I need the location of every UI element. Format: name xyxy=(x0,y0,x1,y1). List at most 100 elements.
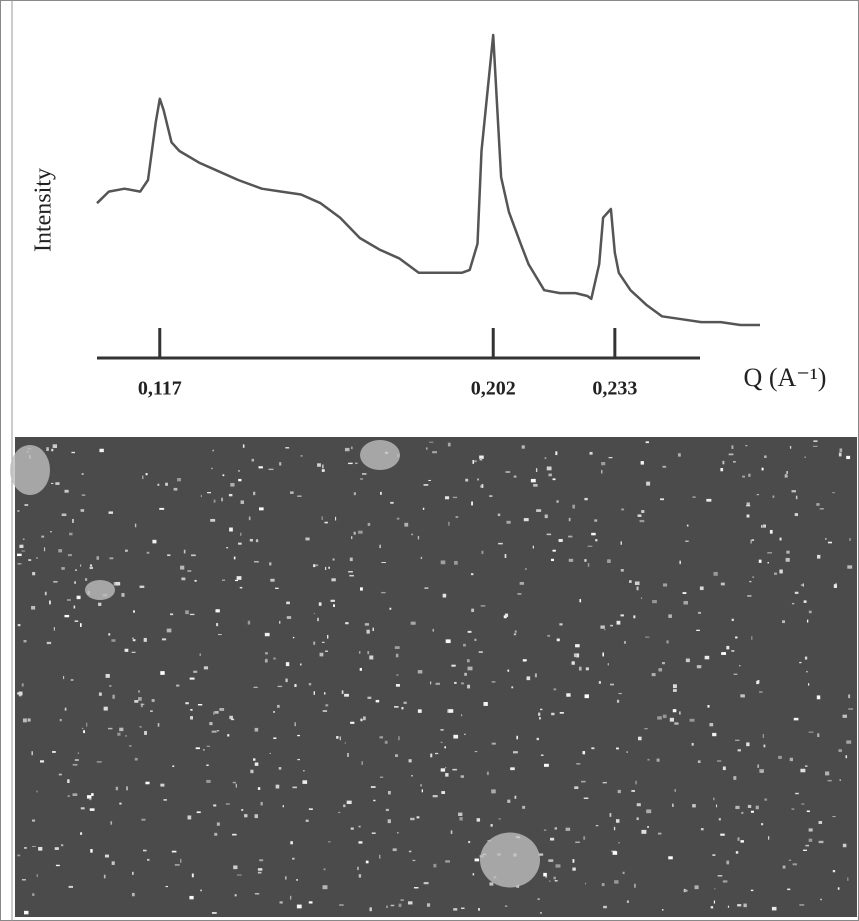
speckle xyxy=(112,694,115,699)
speckle xyxy=(351,446,353,450)
speckle xyxy=(81,494,86,496)
speckle xyxy=(90,849,93,853)
speckle xyxy=(799,661,802,664)
speckle xyxy=(216,822,220,826)
speckle xyxy=(143,637,147,642)
speckle xyxy=(749,580,752,583)
speckle xyxy=(468,840,471,844)
speckle xyxy=(820,898,822,901)
speckle xyxy=(440,741,443,744)
speckle xyxy=(336,736,339,739)
speckle xyxy=(470,573,474,576)
speckle xyxy=(441,791,446,794)
speckle xyxy=(157,483,160,486)
speckle xyxy=(491,742,496,745)
speckle xyxy=(669,717,675,722)
speckle xyxy=(81,727,84,730)
speckle xyxy=(582,751,586,755)
speckle xyxy=(584,559,587,562)
speckle xyxy=(640,461,644,465)
speckle xyxy=(641,510,645,513)
speckle xyxy=(435,682,440,685)
speckle xyxy=(36,557,38,559)
speckle xyxy=(385,808,389,812)
speckle xyxy=(249,538,253,542)
speckle xyxy=(285,447,290,449)
speckle xyxy=(348,570,353,573)
speckle xyxy=(358,530,363,534)
speckle xyxy=(707,705,710,708)
speckle xyxy=(84,578,88,581)
speckle xyxy=(540,754,544,756)
speckle xyxy=(327,841,331,843)
speckle xyxy=(789,757,793,762)
speckle xyxy=(672,803,674,807)
speckle xyxy=(428,479,431,481)
speckle xyxy=(349,557,353,562)
speckle xyxy=(161,638,167,641)
speckle xyxy=(397,832,399,834)
speckle xyxy=(232,833,237,836)
speckle xyxy=(165,885,169,888)
speckle xyxy=(583,836,586,840)
speckle xyxy=(735,851,739,854)
speckle xyxy=(195,747,200,750)
speckle xyxy=(478,651,483,653)
speckle xyxy=(108,511,114,514)
speckle xyxy=(124,648,129,652)
speckle xyxy=(233,865,238,870)
speckle xyxy=(556,500,559,503)
speckle xyxy=(595,539,598,542)
speckle xyxy=(548,473,552,477)
speckle xyxy=(750,810,754,813)
speckle xyxy=(31,605,36,610)
speckle xyxy=(111,861,115,865)
speckle xyxy=(275,587,279,589)
speckle xyxy=(139,585,145,588)
speckle xyxy=(538,712,541,716)
bright-patch xyxy=(85,580,115,600)
speckle xyxy=(536,737,540,741)
speckle xyxy=(644,728,648,730)
speckle xyxy=(461,682,464,685)
speckle xyxy=(623,641,627,644)
speckle xyxy=(758,559,762,563)
speckle xyxy=(741,811,744,814)
speckle xyxy=(79,623,82,627)
speckle xyxy=(818,821,823,824)
speckle xyxy=(420,784,422,787)
speckle xyxy=(662,714,667,719)
speckle xyxy=(133,610,135,613)
speckle xyxy=(448,521,450,526)
speckle xyxy=(476,818,481,822)
speckle xyxy=(578,666,582,671)
speckle xyxy=(73,605,76,609)
speckle xyxy=(720,467,724,472)
speckle xyxy=(317,617,319,622)
speckle xyxy=(343,804,346,808)
speckle xyxy=(115,786,119,791)
speckle xyxy=(367,651,370,655)
speckle xyxy=(213,804,217,807)
speckle xyxy=(543,872,547,877)
speckle xyxy=(417,535,420,540)
speckle xyxy=(214,832,218,836)
speckle xyxy=(253,491,256,496)
speckle xyxy=(554,827,558,830)
speckle xyxy=(733,673,738,675)
speckle xyxy=(413,887,419,889)
speckle xyxy=(447,442,451,447)
speckle xyxy=(103,874,106,879)
speckle xyxy=(760,771,763,773)
speckle xyxy=(827,779,832,782)
speckle xyxy=(746,514,750,518)
speckle xyxy=(602,781,607,784)
speckle xyxy=(258,466,263,469)
speckle xyxy=(835,582,837,586)
speckle xyxy=(453,908,458,911)
speckle xyxy=(55,864,60,867)
speckle xyxy=(464,672,467,676)
speckle xyxy=(607,663,609,666)
speckle xyxy=(117,732,121,736)
speckle xyxy=(636,803,641,807)
